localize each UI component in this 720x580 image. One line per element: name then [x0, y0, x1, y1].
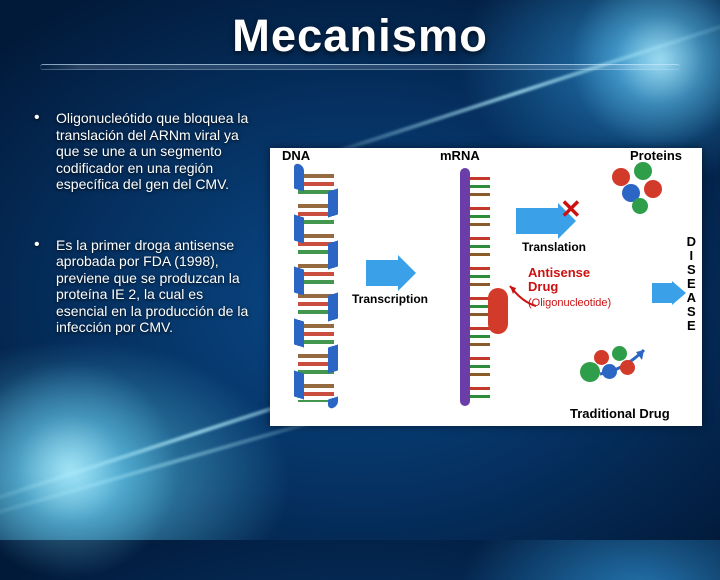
lens-flare-bottom-left: [0, 360, 180, 580]
mechanism-diagram: DNA mRNA Proteins Transcription Translat…: [270, 148, 702, 426]
protein-ball: [644, 180, 662, 198]
protein-ball: [634, 162, 652, 180]
antisense-pointer-arrow-icon: [506, 282, 542, 312]
title-underline: [40, 64, 680, 70]
transcription-arrow-icon: [366, 256, 416, 290]
blocked-x-icon: ✕: [560, 194, 582, 225]
protein-ball: [620, 360, 635, 375]
protein-ball: [612, 346, 627, 361]
label-disease-vertical: DISEASE: [684, 234, 698, 337]
mrna-bases: [470, 172, 490, 402]
protein-ball: [602, 364, 617, 379]
disease-arrow-icon: [652, 276, 686, 310]
title-area: Mecanismo: [0, 0, 720, 70]
arrow-shaft: [366, 260, 398, 286]
label-translation: Translation: [522, 240, 586, 254]
label-proteins: Proteins: [630, 148, 682, 163]
label-traditional-drug: Traditional Drug: [570, 406, 670, 421]
bullet-item: Es la primer droga antisense aprobada po…: [34, 237, 250, 336]
arrow-shaft: [652, 283, 672, 303]
bullet-text: Oligonucleótido que bloquea la translaci…: [56, 110, 248, 192]
arrow-head-icon: [672, 281, 686, 305]
antisense-line1: Antisense: [528, 265, 590, 280]
label-transcription: Transcription: [352, 292, 428, 306]
bullet-text: Es la primer droga antisense aprobada po…: [56, 237, 248, 336]
protein-ball: [612, 168, 630, 186]
arrow-head-icon: [398, 255, 416, 291]
protein-ball: [594, 350, 609, 365]
page-title: Mecanismo: [0, 10, 720, 62]
label-mrna: mRNA: [440, 148, 480, 163]
proteins-cluster-icon: [608, 162, 674, 222]
disease-letters: DISEASE: [684, 234, 698, 332]
dna-strand-left: [294, 162, 304, 409]
proteins-cluster-lower-icon: [592, 346, 642, 394]
dna-helix-icon: [280, 164, 352, 408]
dna-strand-right: [328, 162, 338, 409]
mrna-strand-icon: [442, 168, 490, 406]
arrow-shaft: [516, 208, 558, 234]
antisense-pill-icon: [488, 288, 508, 334]
label-dna: DNA: [282, 148, 310, 163]
protein-ball: [632, 198, 648, 214]
mrna-backbone: [460, 168, 470, 406]
bullet-item: Oligonucleótido que bloquea la translaci…: [34, 110, 250, 193]
bullet-list: Oligonucleótido que bloquea la translaci…: [34, 110, 250, 336]
